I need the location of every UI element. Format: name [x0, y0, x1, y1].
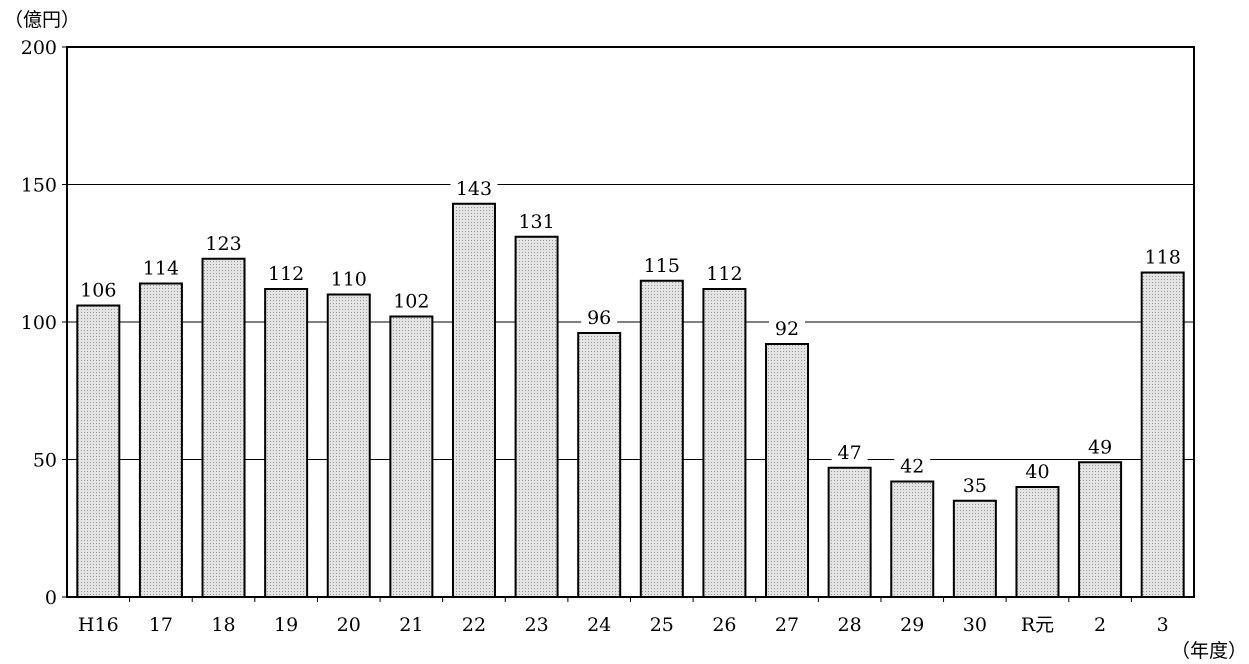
bar: [264, 288, 309, 598]
data-label: 47: [838, 442, 862, 464]
x-tick-label: 20: [337, 614, 361, 636]
y-tick-label: 200: [21, 37, 57, 59]
x-tick-label: 25: [650, 614, 674, 636]
x-tick-label: 21: [399, 614, 423, 636]
data-label: 35: [963, 475, 987, 497]
bar: [201, 257, 246, 598]
x-tick-label: 30: [963, 614, 987, 636]
bar: [765, 343, 810, 598]
y-tick-label: 100: [21, 312, 57, 334]
bar: [577, 332, 622, 598]
x-tick-label: 27: [775, 614, 799, 636]
bar: [1140, 271, 1185, 598]
data-label: 49: [1088, 436, 1112, 458]
x-tick-label: 17: [149, 614, 173, 636]
x-tick-label: 29: [900, 614, 924, 636]
gridlines: [67, 184, 1194, 460]
x-tick-label: 19: [274, 614, 298, 636]
plot-frame: [66, 46, 1195, 598]
data-label: 112: [706, 263, 742, 285]
data-label: 131: [518, 211, 554, 233]
x-tick-label: 23: [524, 614, 548, 636]
x-tick-label: 26: [712, 614, 736, 636]
data-label: 42: [900, 456, 924, 478]
bar: [827, 466, 872, 598]
data-label-background: [831, 440, 868, 463]
data-label: 114: [143, 258, 179, 280]
data-label-background: [262, 262, 310, 284]
data-label-background: [1082, 435, 1119, 458]
x-tick-label: 22: [462, 614, 486, 636]
y-tick-label: 0: [45, 587, 57, 609]
x-axis-ticks: H16 17 18 19 20 21 22 23 24 25 26 27 28 29 30 R元 2 3: [78, 597, 1169, 636]
x-tick-label: R元: [1021, 614, 1054, 636]
x-tick-label: 24: [587, 614, 611, 636]
data-label-background: [1139, 245, 1187, 268]
x-tick-label: 3: [1157, 614, 1169, 636]
x-tick-label: 28: [838, 614, 862, 636]
data-label-background: [769, 317, 806, 339]
bar: [639, 279, 684, 598]
data-label: 115: [644, 255, 680, 277]
bar: [702, 288, 747, 598]
bar: [326, 293, 371, 598]
bar: [1015, 486, 1060, 598]
bar: [389, 315, 434, 598]
data-labels: 106 114 123 112 110 102 143 131 96 115 112 92 47 42 35…: [74, 176, 1187, 497]
data-label-background: [956, 473, 993, 496]
y-axis-unit-label: （億円）: [4, 9, 80, 31]
bar: [76, 304, 121, 598]
bars: [76, 202, 1185, 598]
y-tick-label: 150: [21, 175, 57, 197]
data-label-background: [700, 262, 748, 284]
data-label: 143: [456, 178, 492, 200]
data-label-background: [638, 253, 686, 276]
data-label: 112: [268, 263, 304, 285]
data-label-background: [1019, 460, 1056, 482]
y-tick-label: 50: [33, 450, 57, 472]
data-label: 96: [587, 307, 611, 329]
data-label: 106: [80, 280, 116, 302]
x-tick-label: 18: [211, 614, 235, 636]
bar: [138, 282, 183, 598]
bar: [952, 499, 997, 598]
bar: [890, 480, 935, 598]
data-label-background: [513, 209, 561, 232]
data-label: 123: [205, 233, 241, 255]
x-axis-unit-label: （年度）: [1171, 640, 1247, 662]
data-label-background: [325, 267, 373, 290]
bar: [1078, 461, 1123, 598]
data-label: 110: [331, 269, 367, 291]
data-label-background: [581, 306, 618, 328]
data-label: 92: [775, 318, 799, 340]
data-label-background: [137, 256, 185, 279]
x-tick-label: 2: [1094, 614, 1106, 636]
data-label-background: [894, 454, 931, 477]
data-label: 102: [393, 291, 429, 313]
data-label-background: [200, 231, 248, 254]
data-label: 118: [1145, 247, 1181, 269]
x-tick-label: H16: [78, 614, 119, 636]
data-label: 40: [1025, 461, 1049, 483]
bar: [451, 202, 496, 598]
bar: [514, 235, 559, 598]
data-label-background: [74, 278, 122, 301]
data-label-background: [450, 176, 498, 199]
data-label-background: [387, 289, 435, 312]
y-axis-ticks: 0 50 100 150 200: [21, 37, 67, 609]
